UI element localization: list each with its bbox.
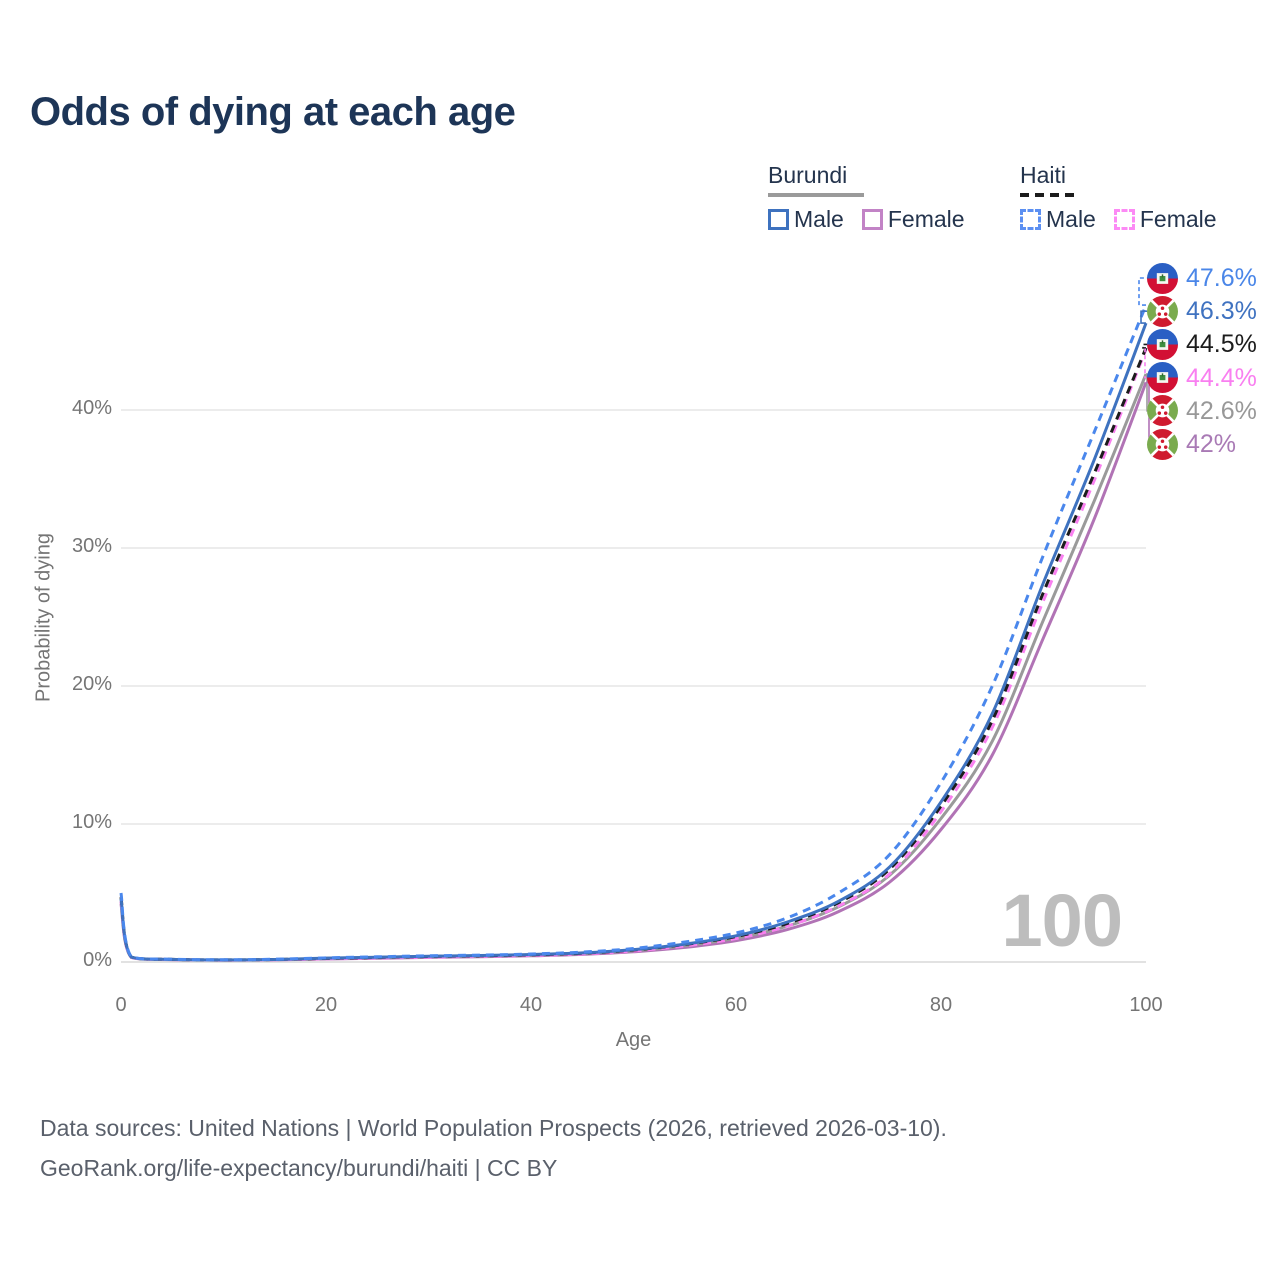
gridline-30% (121, 547, 1146, 549)
curve-burundi-female (119, 381, 1148, 962)
legend-underline-haiti-dashed (1020, 193, 1078, 197)
burundi-flag-icon (1147, 295, 1178, 327)
end-flag-haiti-male (1147, 262, 1178, 294)
burundi-flag-icon (1147, 395, 1178, 427)
legend-header-burundi: Burundi (768, 162, 848, 188)
burundi-flag-icon (1147, 428, 1178, 460)
legend-swatch-icon (1020, 209, 1041, 230)
end-flag-haiti-female (1147, 362, 1178, 394)
legend-item-haiti-male[interactable]: Male (1020, 206, 1096, 233)
legend-item-label: Male (794, 206, 844, 232)
curve-haiti-female (119, 348, 1148, 962)
footer-attribution-line: GeoRank.org/life-expectancy/burundi/hait… (40, 1155, 558, 1181)
x-tick-label-40: 40 (519, 994, 543, 1016)
age-watermark: 100 (1001, 879, 1123, 962)
end-label-haiti-both: 44.5% (1186, 330, 1257, 359)
y-tick-label-40%: 40% (71, 397, 112, 419)
curve-burundi-both (119, 373, 1148, 962)
legend-header-haiti: Haiti (1020, 162, 1067, 188)
y-tick-label-0%: 0% (83, 949, 112, 971)
legend-item-label: Male (1046, 206, 1096, 232)
x-axis-title: Age (615, 1029, 652, 1051)
y-tick-label-30%: 30% (71, 535, 112, 557)
x-tick-label-0: 0 (115, 994, 127, 1016)
legend-swatch-icon (768, 209, 789, 230)
curve-haiti-male (119, 304, 1148, 962)
legend-items-burundi: Male Female (768, 206, 965, 233)
legend-items-haiti: Male Female (1020, 206, 1217, 233)
x-tick-label-80: 80 (929, 994, 953, 1016)
footer-sources-line: Data sources: United Nations | World Pop… (40, 1115, 947, 1141)
gridline-10% (121, 823, 1146, 825)
x-tick-label-20: 20 (314, 994, 338, 1016)
legend-item-label: Female (887, 206, 965, 232)
y-tick-label-10%: 10% (71, 811, 112, 833)
chart-title: Odds of dying at each age (30, 90, 516, 134)
haiti-flag-icon (1147, 362, 1178, 394)
legend-item-label: Female (1139, 206, 1217, 232)
x-tick-label-100: 100 (1129, 994, 1163, 1016)
end-label-haiti-female: 44.4% (1186, 363, 1257, 392)
end-label-burundi-female: 42% (1186, 430, 1237, 458)
footer: Data sources: United Nations | World Pop… (40, 1108, 947, 1188)
y-tick-label-20%: 20% (71, 673, 112, 695)
curve-haiti-both (119, 347, 1148, 962)
haiti-flag-icon (1147, 262, 1178, 294)
end-flag-burundi-female (1147, 428, 1178, 460)
legend-group-burundi: Burundi Male Female (768, 162, 965, 233)
end-label-burundi-both: 42.6% (1186, 396, 1257, 425)
curve-burundi-male (119, 322, 1148, 962)
end-flag-burundi-both (1147, 395, 1178, 427)
end-label-haiti-male: 47.6% (1186, 264, 1257, 292)
gridline-20% (121, 685, 1146, 687)
legend-group-haiti: Haiti Male Female (1020, 162, 1217, 233)
legend-swatch-icon (861, 209, 883, 230)
end-label-burundi-male: 46.3% (1186, 297, 1257, 326)
legend-swatch-icon (1113, 209, 1135, 230)
legend-item-burundi-female[interactable]: Female (861, 206, 965, 233)
legend-underline-burundi-solid (768, 193, 864, 197)
y-axis-title: Probability of dying (32, 533, 55, 702)
legend-item-haiti-female[interactable]: Female (1113, 206, 1217, 233)
x-tick-label-60: 60 (724, 994, 748, 1016)
haiti-flag-icon (1147, 328, 1178, 360)
end-flag-burundi-male (1147, 295, 1178, 327)
legend-item-burundi-male[interactable]: Male (768, 206, 844, 233)
gridline-0% (121, 961, 1146, 963)
end-flag-haiti-both (1147, 328, 1178, 360)
gridline-40% (121, 409, 1146, 411)
